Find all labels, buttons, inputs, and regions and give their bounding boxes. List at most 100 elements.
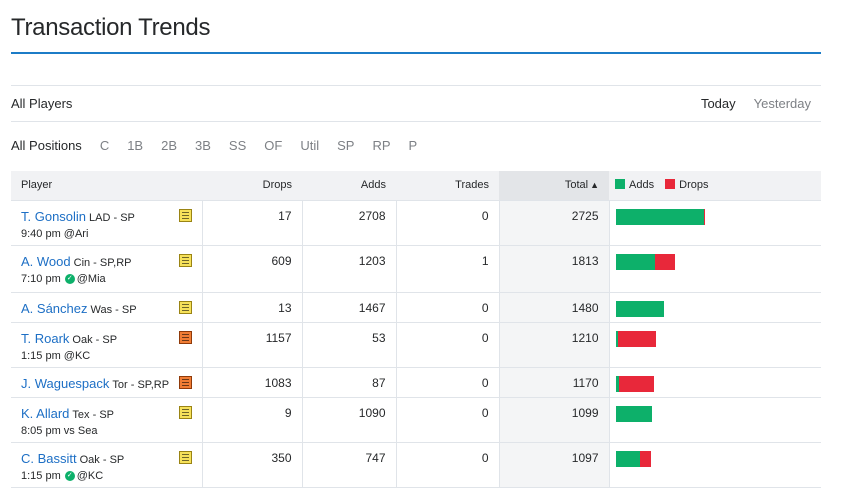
total-value: 1480 [499,292,610,323]
drops-bar-segment [654,253,675,270]
trades-value: 0 [396,200,500,246]
game-time: 1:15 pm [21,469,61,482]
adds-value: 87 [302,367,397,398]
note-line [181,336,189,338]
total-value: 2725 [499,200,610,246]
player-name-link[interactable]: A. Sánchez [21,300,88,316]
col-header-trades[interactable]: Trades [396,171,499,201]
col-header-player[interactable]: Player [11,171,202,201]
game-info: 7:10 pm ✓ @Mia [21,273,192,285]
player-name-link[interactable]: T. Roark [21,330,70,346]
table-row: K. Allard Tex - SP 8:05 pm vs Sea 9 1090 0 109… [11,397,821,443]
player-note-icon[interactable] [178,450,192,464]
player-team-position: Tex - SP [72,408,114,421]
col-header-total[interactable]: Total ▲ [499,171,609,201]
player-cell: C. Bassitt Oak - SP 1:15 pm ✓ @KC [11,442,203,488]
position-tab-2b[interactable]: 2B [161,138,178,153]
player-name-link[interactable]: K. Allard [21,405,70,421]
position-tab-util[interactable]: Util [300,138,320,153]
total-header-label: Total [564,179,589,192]
player-name-link[interactable]: C. Bassitt [21,450,77,466]
position-tab-ss[interactable]: SS [228,138,247,153]
game-opponent: @Mia [76,272,106,285]
divider [11,121,821,122]
trend-bar-cell [609,245,821,293]
drops-bar-segment [703,208,705,225]
note-line [181,456,189,458]
note-line [181,217,189,219]
new-player-note-icon[interactable] [178,330,192,344]
player-name-link[interactable]: A. Wood [21,253,71,269]
player-cell: K. Allard Tex - SP 8:05 pm vs Sea [11,397,203,443]
note-line [181,259,189,261]
player-filter[interactable]: All Players [11,96,73,111]
player-name-link[interactable]: J. Waguespack [21,375,110,391]
position-tab-of[interactable]: OF [264,138,283,153]
trades-value: 0 [396,292,500,323]
game-info: 1:15 pm ✓ @KC [21,470,192,482]
total-value: 1813 [499,245,610,293]
trend-bar [615,405,812,422]
player-cell: T. Roark Oak - SP 1:15 pm @KC [11,322,203,368]
drops-value: 9 [202,397,303,443]
drops-bar-segment [617,330,656,347]
legend: Adds Drops [609,171,821,201]
adds-bar-segment [615,208,704,225]
new-player-note-icon[interactable] [178,375,192,389]
drops-value: 1083 [202,367,303,398]
trades-value: 0 [396,442,500,488]
position-tab-3b[interactable]: 3B [195,138,211,153]
player-cell: J. Waguespack Tor - SP,RP [11,367,203,398]
adds-bar-segment [615,300,664,317]
table-row: A. Sánchez Was - SP 13 1467 0 1480 [11,292,821,323]
player-note-icon[interactable] [178,300,192,314]
col-header-drops[interactable]: Drops [202,171,302,201]
player-note-icon[interactable] [178,405,192,419]
adds-value: 1090 [302,397,397,443]
game-info: 1:15 pm @KC [21,350,192,362]
adds-value: 1467 [302,292,397,323]
game-opponent: 8:05 pm vs Sea [21,424,98,437]
adds-legend-swatch [615,179,625,190]
adds-value: 1203 [302,245,397,293]
divider [11,85,821,86]
note-line [181,214,189,216]
day-tab-today[interactable]: Today [700,96,736,111]
position-tab-p[interactable]: P [408,138,418,153]
trend-bar [615,208,812,225]
position-tab-sp[interactable]: SP [337,138,355,153]
player-team-position: LAD - SP [89,211,135,224]
adds-legend-label: Adds [629,179,655,192]
player-team-position: Oak - SP [79,453,125,466]
title-underline [11,52,821,54]
note-line [181,453,189,455]
table-row: C. Bassitt Oak - SP 1:15 pm ✓ @KC 350 747 0 1097 [11,442,821,488]
note-line [181,378,189,380]
player-line: T. Gonsolin LAD - SP [21,209,192,224]
adds-bar-segment [615,450,640,467]
player-name-link[interactable]: T. Gonsolin [21,208,87,224]
note-line [181,381,189,383]
trend-bar [615,450,812,467]
note-line [181,262,189,264]
position-tab-all-positions[interactable]: All Positions [11,138,82,153]
position-tab-c[interactable]: C [99,138,110,153]
adds-value: 747 [302,442,397,488]
drops-value: 350 [202,442,303,488]
position-tabs: All Positions C 1B 2B 3B SS OF Util SP RP P [11,138,435,153]
player-cell: A. Wood Cin - SP,RP 7:10 pm ✓ @Mia [11,245,203,293]
day-tab-yesterday[interactable]: Yesterday [753,96,811,111]
player-note-icon[interactable] [178,253,192,267]
note-line [181,303,189,305]
player-line: A. Wood Cin - SP,RP [21,254,192,269]
col-header-adds[interactable]: Adds [302,171,396,201]
adds-bar-segment [615,375,619,392]
total-value: 1170 [499,367,610,398]
note-line [181,339,189,341]
position-tab-rp[interactable]: RP [372,138,391,153]
note-line [181,306,189,308]
player-team-position: Was - SP [90,303,137,316]
position-tab-1b[interactable]: 1B [127,138,144,153]
player-note-icon[interactable] [178,208,192,222]
table-row: J. Waguespack Tor - SP,RP 1083 87 0 1170 [11,367,821,398]
